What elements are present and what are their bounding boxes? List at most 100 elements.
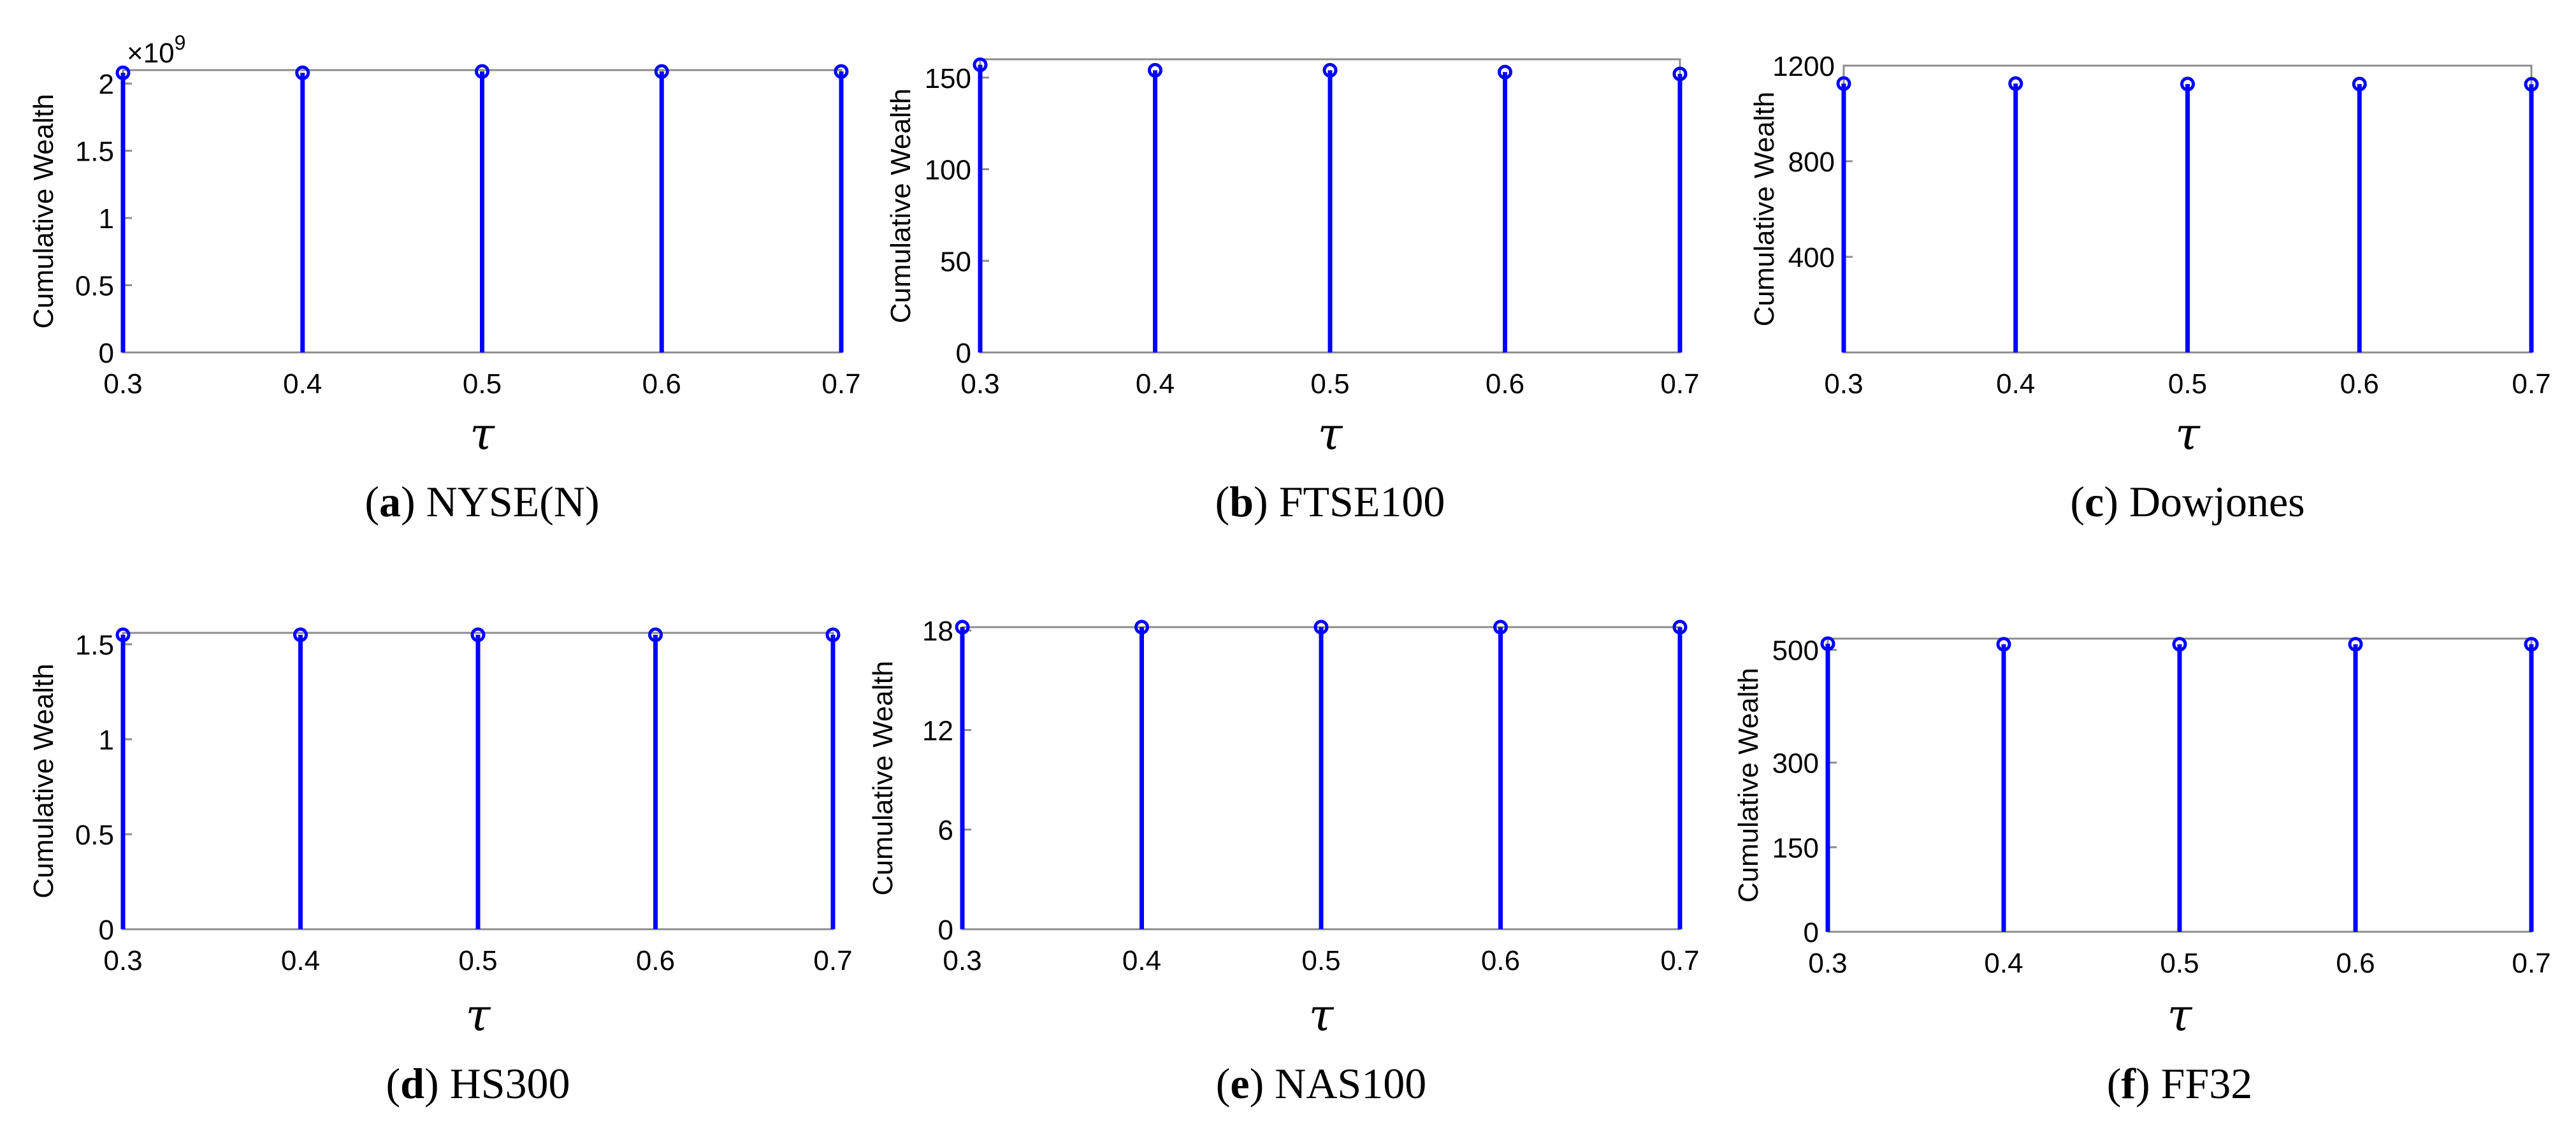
caption-close-paren: ): [1250, 1059, 1275, 1108]
stem-marker: [1322, 62, 1338, 78]
stem-marker: [115, 627, 131, 642]
caption-text: FTSE100: [1279, 477, 1445, 526]
x-tick-label: 0.6: [2336, 948, 2375, 979]
caption-letter: d: [400, 1059, 424, 1108]
panel-caption: (e) NAS100: [1216, 1059, 1427, 1108]
x-tick-label: 0.6: [2340, 368, 2379, 400]
caption-letter: e: [1230, 1059, 1249, 1108]
stem-marker: [1498, 64, 1512, 80]
y-tick-label: 0: [956, 338, 971, 369]
panel-caption: (d) HS300: [386, 1059, 570, 1108]
stem-marker: [293, 627, 308, 642]
stem-marker: [2524, 76, 2539, 92]
y-tick-label: 2: [99, 69, 114, 100]
x-axis-label: τ: [2167, 989, 2193, 1041]
stem-marker: [470, 627, 486, 642]
y-tick-label: 150: [1772, 832, 1819, 864]
caption-letter: a: [379, 477, 401, 526]
stem-marker: [115, 65, 131, 80]
x-tick-label: 0.4: [283, 368, 322, 400]
y-axis-label: Cumulative Wealth: [867, 661, 899, 895]
stem-marker: [2524, 637, 2539, 652]
x-tick-label: 0.7: [2512, 368, 2551, 400]
y-exponent-power: 9: [175, 31, 186, 54]
x-tick-label: 0.5: [2160, 948, 2199, 979]
caption-open-paren: (: [2107, 1059, 2122, 1108]
caption-text: FF32: [2161, 1059, 2253, 1108]
stem-marker: [2008, 76, 2023, 91]
y-axis-label: Cumulative Wealth: [28, 94, 59, 328]
y-tick-label: 1.5: [75, 136, 114, 168]
x-axis-label: τ: [470, 408, 495, 460]
stem-marker: [1493, 619, 1508, 635]
caption-close-paren: ): [1254, 477, 1279, 526]
x-tick-label: 0.4: [1122, 945, 1161, 976]
y-tick-label: 0.5: [75, 271, 114, 302]
x-tick-label: 0.5: [463, 368, 502, 400]
y-tick-label: 0: [1804, 917, 1819, 948]
stem-marker: [1313, 619, 1329, 635]
stem-marker: [1820, 636, 1835, 651]
stem-marker: [834, 64, 849, 79]
x-tick-label: 0.7: [813, 945, 852, 976]
x-tick-label: 0.4: [1996, 368, 2035, 400]
x-tick-label: 0.5: [458, 945, 497, 976]
stem-marker: [955, 619, 970, 635]
y-tick-label: 50: [940, 246, 971, 277]
x-tick-label: 0.4: [1984, 948, 2023, 979]
y-tick-label: 1: [99, 203, 114, 235]
stem-marker: [973, 57, 988, 73]
panel-d: 0 0.5 1 1.5 0.3 0.4 0.5 0.6 0.7 Cumulative Wealth…: [28, 627, 853, 1108]
stem-marker: [2172, 637, 2187, 652]
stem-marker: [2180, 76, 2195, 92]
y-tick-label: 0: [99, 338, 114, 369]
caption-text: HS300: [450, 1059, 570, 1108]
caption-close-paren: ): [424, 1059, 450, 1108]
panel-e: 0 6 12 18 0.3 0.4 0.5 0.6 0.7 Cumulative Wealth τ (…: [867, 616, 1700, 1108]
x-tick-label: 0.5: [1301, 945, 1340, 976]
x-tick-label: 0.7: [2512, 948, 2551, 979]
stem-marker: [2348, 637, 2363, 652]
x-tick-label: 0.4: [281, 945, 320, 976]
x-tick-label: 0.3: [1808, 948, 1847, 979]
x-axis-label: τ: [1318, 408, 1343, 460]
y-exponent-label: ×109: [127, 31, 185, 69]
y-axis-label: Cumulative Wealth: [28, 663, 59, 898]
x-tick-label: 0.5: [2168, 368, 2207, 400]
x-tick-label: 0.3: [943, 945, 981, 976]
x-tick-label: 0.3: [1824, 368, 1863, 400]
caption-open-paren: (: [2070, 477, 2085, 526]
caption-close-paren: ): [2104, 477, 2129, 526]
panel-b: 0 50 100 150 0.3 0.4 0.5 0.6 0.7 Cumulative Wealt…: [885, 57, 1700, 526]
caption-open-paren: (: [1215, 477, 1230, 526]
panel-c: 400 800 1200 0.3 0.4 0.5 0.6 0.7 Cumulative Weal…: [1749, 51, 2551, 526]
caption-open-paren: (: [1216, 1059, 1231, 1108]
stem-marker: [475, 64, 489, 79]
x-axis-label: τ: [2175, 408, 2201, 460]
x-tick-label: 0.3: [960, 368, 999, 400]
panel-caption: (f) FF32: [2107, 1059, 2253, 1108]
caption-close-paren: ): [401, 477, 426, 526]
stem-marker: [1672, 66, 1688, 82]
y-tick-label: 500: [1772, 635, 1819, 667]
stem-marker: [295, 65, 310, 80]
caption-text: NAS100: [1275, 1059, 1426, 1108]
y-axis-label: Cumulative Wealth: [1733, 668, 1764, 902]
panel-caption: (a) NYSE(N): [365, 477, 599, 526]
x-tick-label: 0.6: [642, 368, 681, 400]
y-tick-label: 1.5: [75, 630, 114, 661]
x-tick-label: 0.7: [1660, 945, 1699, 976]
x-axis-label: τ: [466, 989, 491, 1041]
stem-marker: [1836, 76, 1851, 91]
x-tick-label: 0.3: [103, 368, 142, 400]
y-tick-label: 800: [1788, 147, 1835, 178]
stem-marker: [648, 627, 663, 642]
caption-close-paren: ): [2136, 1059, 2161, 1108]
y-tick-label: 6: [938, 815, 953, 846]
y-tick-label: 0.5: [75, 820, 114, 851]
y-tick-label: 100: [925, 155, 971, 186]
y-tick-label: 1200: [1772, 51, 1835, 82]
stem-marker: [1148, 62, 1162, 78]
y-tick-label: 1: [99, 725, 114, 756]
caption-open-paren: (: [386, 1059, 400, 1108]
